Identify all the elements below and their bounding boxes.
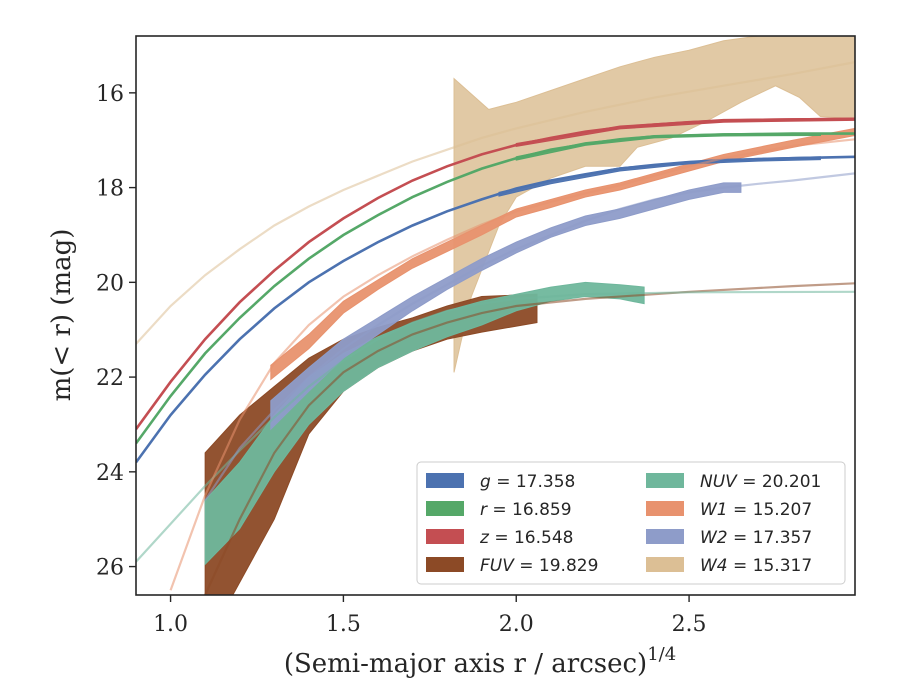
model-curve-r — [136, 132, 855, 445]
legend-label-w1: W1 = 15.207 — [700, 500, 812, 520]
x-tick-label: 2.0 — [499, 612, 534, 637]
model-curve-nuv — [136, 290, 855, 563]
legend-label-r: r = 16.859 — [480, 500, 572, 520]
x-tick-label: 1.5 — [326, 612, 361, 637]
plot-frame — [135, 35, 856, 596]
x-axis-label-exponent: 1/4 — [647, 644, 676, 665]
legend-label-z: z = 16.548 — [479, 528, 573, 548]
y-axis-label: m(< r) (mag) — [47, 229, 77, 402]
legend-swatch-z — [426, 529, 464, 544]
model-curve-w1 — [169, 138, 855, 591]
y-tick-label: 16 — [96, 82, 124, 107]
x-axis-label: (Semi-major axis r / arcsec)1/4 — [284, 644, 676, 679]
legend-swatch-g — [426, 473, 464, 488]
legend-label-nuv: NUV = 20.201 — [700, 472, 821, 492]
y-tick-label: 24 — [96, 461, 124, 486]
model-curve-z — [136, 117, 855, 430]
x-axis: 1.0 1.5 2.0 2.5 — [153, 595, 707, 637]
legend-label-g: g = 17.358 — [480, 472, 575, 492]
legend-swatch-fuv — [426, 557, 464, 572]
legend: g = 17.358 r = 16.859 z = 16.548 FUV = 19.8… — [416, 461, 846, 585]
y-tick-label: 26 — [96, 556, 124, 581]
legend-box — [416, 461, 846, 585]
legend-swatch-r — [426, 501, 464, 516]
model-curves — [136, 61, 855, 595]
data-band-w1 — [270, 127, 855, 381]
x-tick-label: 2.5 — [672, 612, 707, 637]
legend-label-w4: W4 = 15.317 — [700, 556, 812, 576]
y-tick-label: 20 — [96, 271, 124, 296]
y-tick-label: 22 — [96, 366, 124, 391]
data-band-w2 — [270, 182, 742, 431]
y-tick-label: 18 — [96, 177, 124, 202]
legend-swatch-w1 — [646, 501, 684, 516]
x-tick-label: 1.0 — [153, 612, 188, 637]
x-axis-label-text: (Semi-major axis r / arcsec) — [284, 649, 647, 679]
model-curve-w4 — [136, 61, 855, 345]
legend-swatch-w2 — [646, 529, 684, 544]
model-curve-w2 — [204, 172, 855, 501]
y-axis: 16 18 20 22 24 26 — [96, 82, 136, 581]
legend-label-w2: W2 = 17.357 — [700, 528, 812, 548]
legend-swatch-w4 — [646, 557, 684, 572]
legend-swatch-nuv — [646, 473, 684, 488]
legend-label-fuv: FUV = 19.829 — [480, 556, 598, 576]
